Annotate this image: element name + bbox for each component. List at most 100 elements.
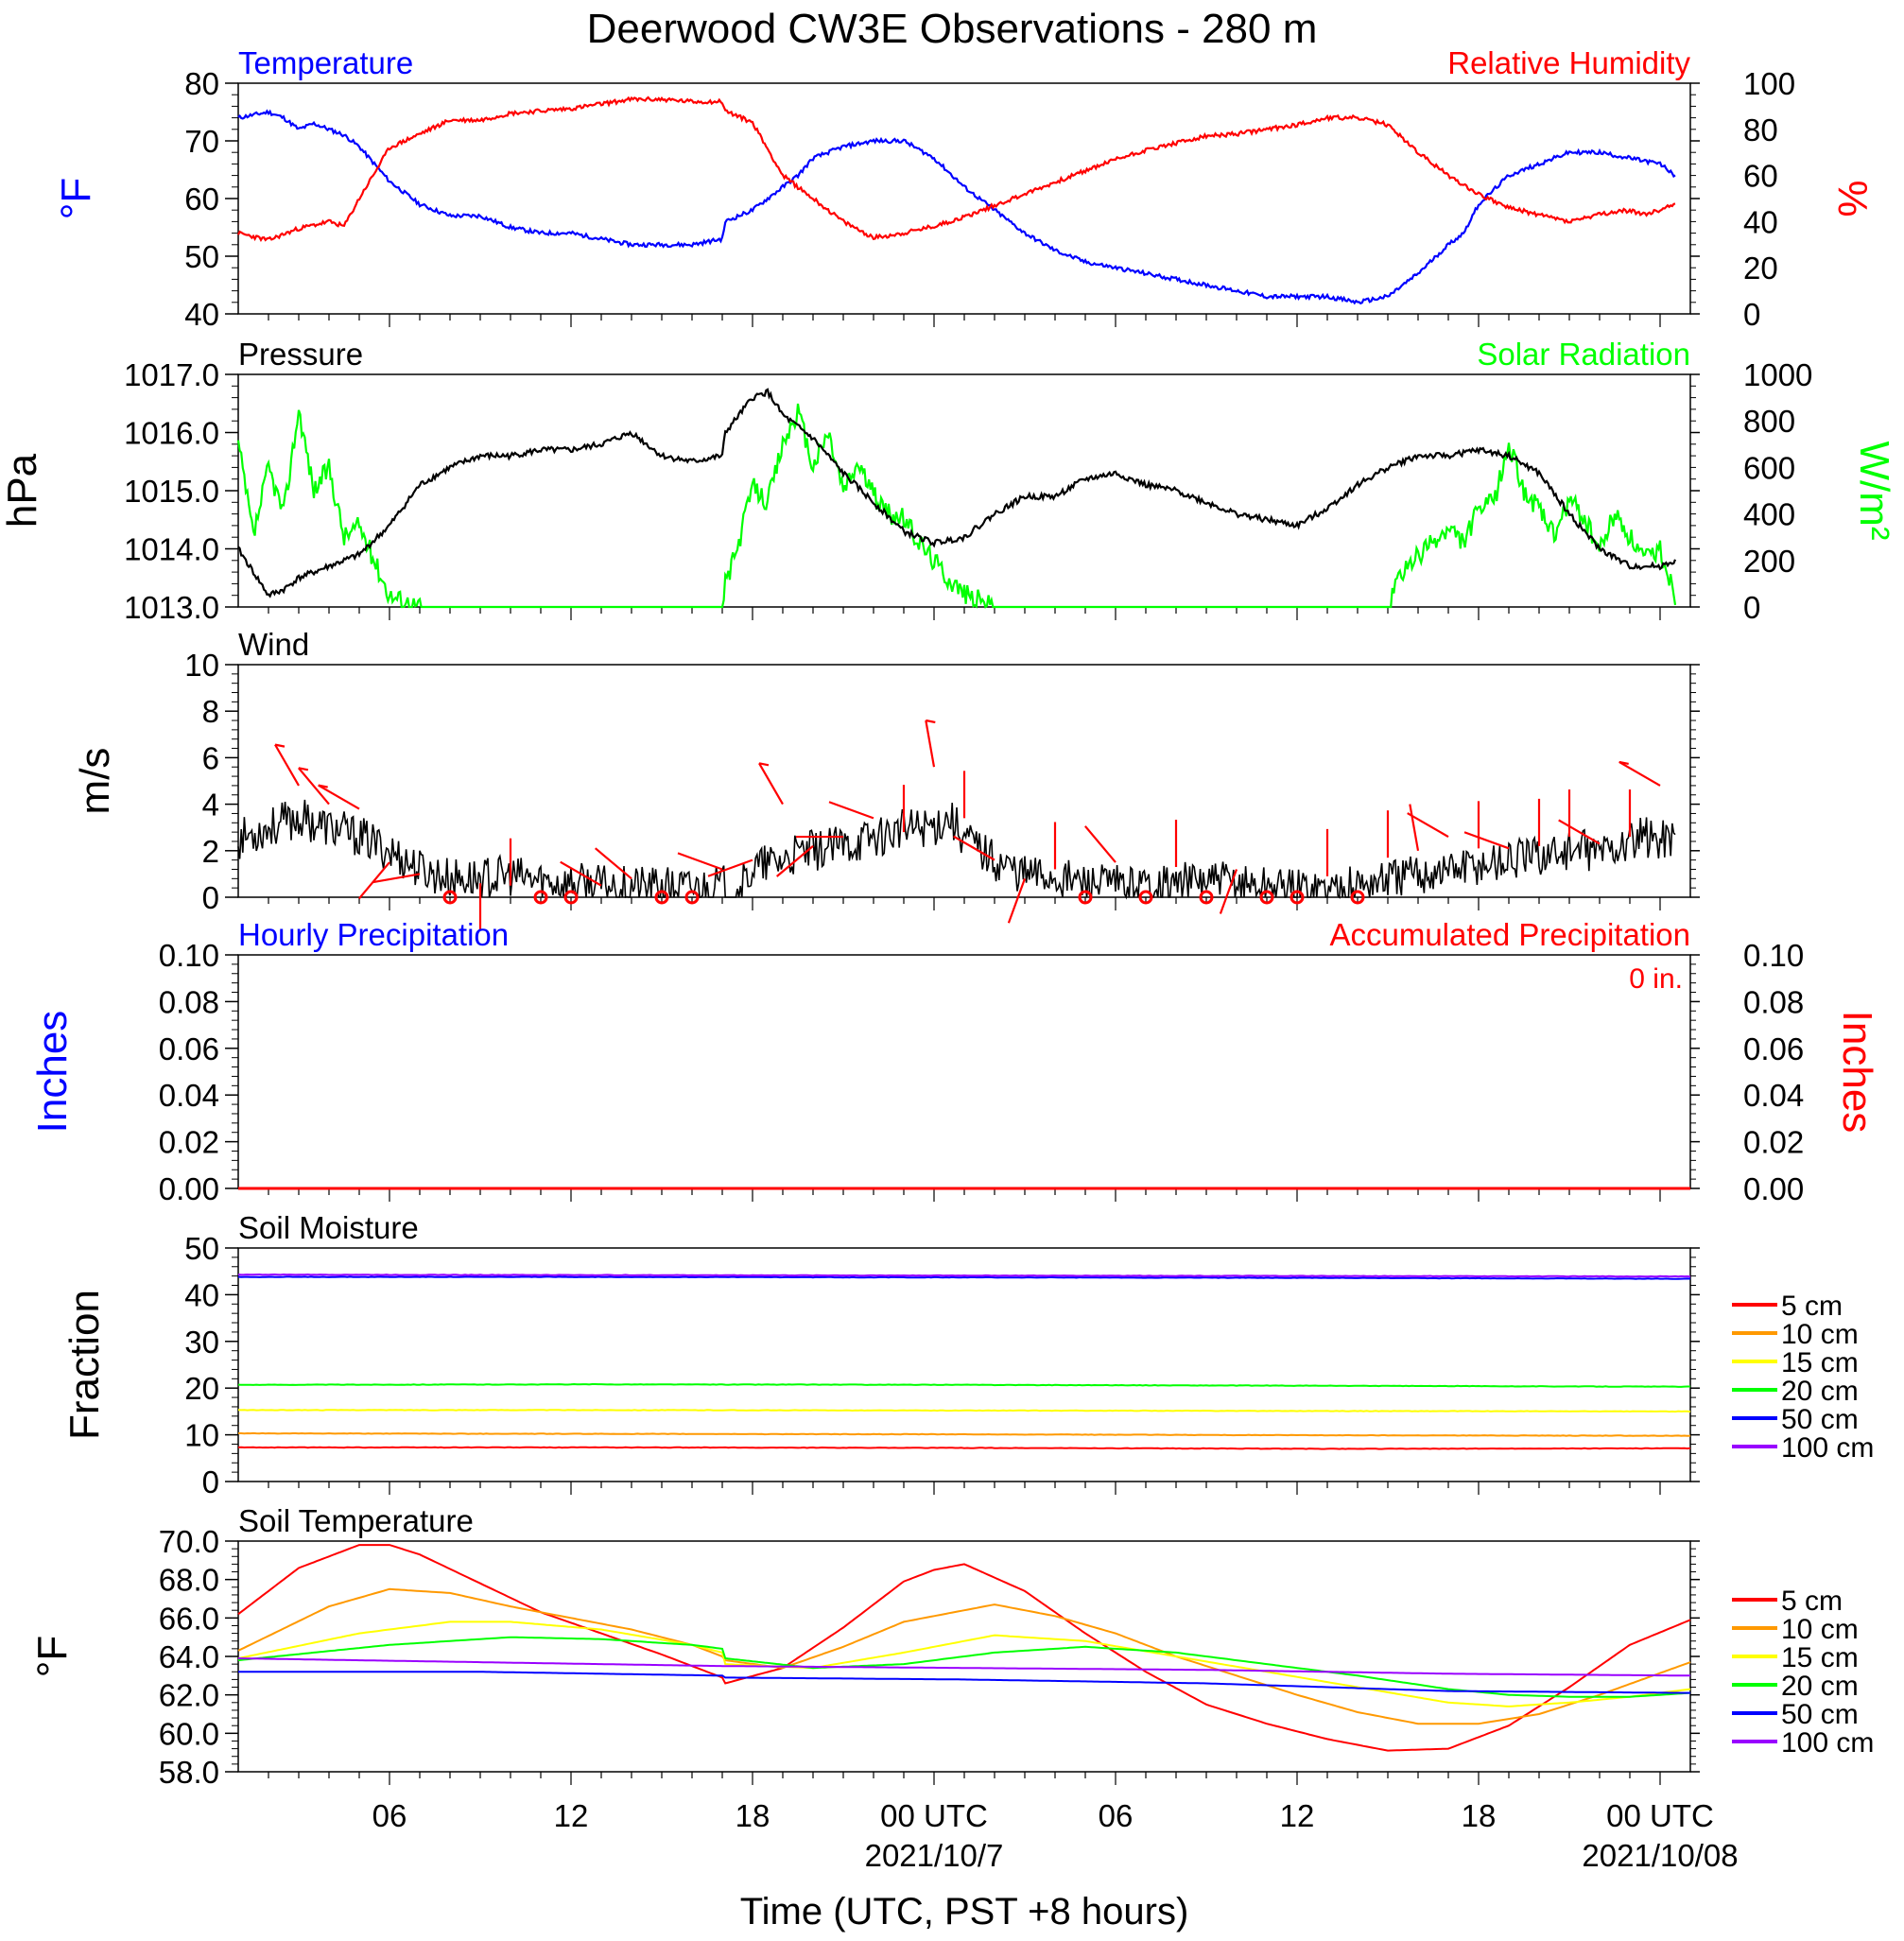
soilt-ytick-label: 58.0: [159, 1755, 219, 1790]
x-axis-title: Time (UTC, PST +8 hours): [740, 1891, 1189, 1932]
wind-barb-feather: [1618, 760, 1629, 765]
wind-barb: [318, 784, 360, 810]
pres-y2tick-label: 600: [1743, 450, 1795, 485]
calm-wind-marker: [1138, 890, 1153, 905]
wind-barb: [758, 762, 784, 806]
soilm-ytick-label: 0: [202, 1464, 219, 1499]
temp-y2tick-label: 20: [1743, 251, 1778, 286]
wind-barb-feather: [926, 719, 936, 724]
soilm-ytick-label: 40: [184, 1277, 219, 1312]
wind-barb: [594, 847, 632, 880]
soil-temperature-line-5cm: [237, 1544, 1691, 1752]
x-tick-label: 18: [1462, 1798, 1497, 1833]
temp-y2tick-label: 80: [1743, 113, 1778, 147]
wind-barb: [560, 860, 602, 887]
wind-barb: [1007, 877, 1027, 924]
wind-barb: [1407, 812, 1449, 838]
precip-y2tick-label: 0.00: [1743, 1171, 1804, 1206]
pres-y2tick-label: 1000: [1743, 357, 1812, 392]
temp-left-title: Temperature: [238, 45, 413, 80]
temp-plot-frame: [237, 82, 1691, 315]
soil-moisture-line-50cm: [237, 1275, 1691, 1280]
humidity-line: [237, 95, 1676, 242]
wind-barb: [925, 719, 936, 768]
wind-speed-line: [237, 799, 1676, 900]
pres-ytick-label: 1015.0: [124, 474, 219, 509]
soilm-legend-label: 10 cm: [1781, 1319, 1859, 1350]
x-tick-label: 06: [1099, 1798, 1134, 1833]
temp-panel: 40 50 60 70 80 Temperature Relative Humidity °F…: [53, 45, 1876, 332]
precip-y2tick-label: 0.06: [1743, 1031, 1804, 1066]
precip-plot-frame: [237, 954, 1691, 1189]
soilt-ytick-label: 60.0: [159, 1716, 219, 1751]
soilm-legend-label: 50 cm: [1781, 1404, 1859, 1435]
wind-barb: [1558, 819, 1601, 845]
precip-right-units: Inches: [1834, 1011, 1880, 1134]
wind-barb-feather: [274, 743, 286, 748]
wind-barb: [1463, 831, 1510, 850]
soilm-ytick-label: 50: [184, 1231, 219, 1266]
soil-moisture-line-20cm: [237, 1382, 1690, 1388]
wind-barb: [707, 858, 753, 877]
x-axis-labels: 06 12 18 00 UTC 2021/10/7 06 12 18 00 UTC 2021/10…: [372, 1798, 1739, 1873]
wind-barb: [1084, 825, 1116, 863]
soilm-legend-label: 15 cm: [1781, 1347, 1859, 1378]
soilm-left-units: Fraction: [61, 1290, 108, 1440]
pres-right-title: Solar Radiation: [1477, 337, 1690, 372]
precip-right-title: Accumulated Precipitation: [1329, 917, 1690, 952]
wind-panel: 0 2 4 6 8 10 Wind m/s: [72, 627, 1700, 931]
soilt-ytick-label: 64.0: [159, 1639, 219, 1674]
wind-barb: [1618, 760, 1661, 787]
soilt-ytick-label: 68.0: [159, 1563, 219, 1598]
x-tick-label: 06: [372, 1798, 407, 1833]
calm-wind-marker: [1350, 890, 1365, 905]
temp-right-title: Relative Humidity: [1447, 45, 1690, 80]
wind-ytick-label: 2: [202, 834, 219, 869]
calm-wind-marker: [1199, 890, 1214, 905]
calm-wind-marker: [684, 890, 700, 905]
precip-ytick-label: 0.10: [159, 938, 219, 973]
pres-ytick-label: 1013.0: [124, 590, 219, 625]
soilt-legend-label: 20 cm: [1781, 1671, 1859, 1702]
temp-ytick-label: 60: [184, 182, 219, 217]
soilm-ytick-label: 10: [184, 1418, 219, 1453]
calm-wind-marker: [533, 890, 548, 905]
soil-temperature-line-50cm: [238, 1671, 1690, 1694]
calm-wind-marker: [1078, 890, 1093, 905]
soil-moisture-line-100cm: [237, 1273, 1691, 1278]
wind-barb: [828, 801, 874, 820]
pressure-line: [237, 388, 1677, 598]
wind-barb: [358, 861, 390, 900]
x-tick-label: 12: [1280, 1798, 1315, 1833]
precip-y2tick-label: 0.10: [1743, 938, 1804, 973]
soil-temperature-line-10cm: [237, 1587, 1691, 1725]
soilt-left-title: Soil Temperature: [238, 1503, 474, 1538]
wind-barb-feather: [298, 767, 309, 771]
solar-radiation-line: [236, 403, 1677, 609]
soilt-legend-label: 10 cm: [1781, 1614, 1859, 1645]
soilt-legend-label: 50 cm: [1781, 1699, 1859, 1730]
temp-y2tick-label: 40: [1743, 204, 1778, 239]
soilm-legend-label: 5 cm: [1781, 1291, 1843, 1322]
precip-panel: 0.00 0.02 0.04 0.06 0.08 0.10 Hourly Precipita…: [29, 917, 1880, 1206]
pres-y2tick-label: 400: [1743, 497, 1795, 532]
wind-ytick-label: 8: [202, 694, 219, 729]
pres-plot-frame: [237, 373, 1691, 608]
calm-wind-marker: [1290, 890, 1305, 905]
wind-barb-feather: [318, 784, 328, 789]
precip-y2tick-label: 0.08: [1743, 984, 1804, 1019]
precip-ytick-label: 0.02: [159, 1125, 219, 1160]
wind-barb-feather: [758, 762, 770, 767]
wind-left-units: m/s: [72, 748, 118, 815]
temp-y2tick-label: 100: [1743, 66, 1795, 101]
wind-barb: [677, 852, 723, 871]
x-tick-label: 00 UTC: [1606, 1798, 1714, 1833]
pres-y2tick-label: 800: [1743, 404, 1795, 439]
soilt-ytick-label: 70.0: [159, 1524, 219, 1559]
temp-y2tick-label: 60: [1743, 159, 1778, 194]
temp-ytick-label: 70: [184, 124, 219, 159]
soilt-legend-label: 100 cm: [1781, 1727, 1874, 1759]
